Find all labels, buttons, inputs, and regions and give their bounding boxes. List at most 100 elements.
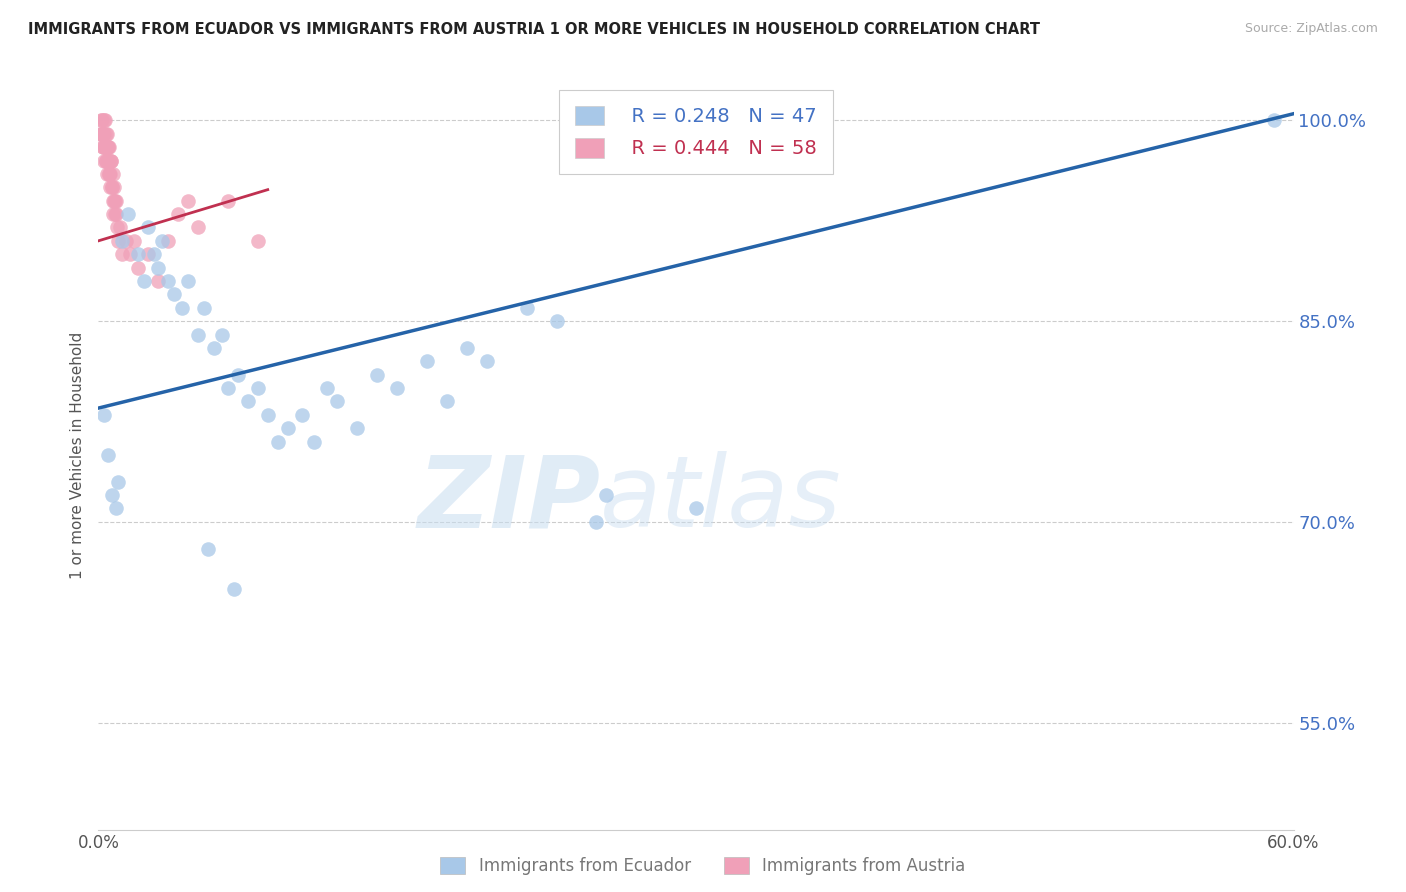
Point — [277, 421, 299, 435]
Point — [136, 247, 159, 261]
Point — [326, 394, 349, 409]
Point — [98, 167, 122, 181]
Point — [177, 194, 200, 208]
Point — [226, 368, 249, 382]
Point — [96, 167, 118, 181]
Point — [93, 113, 115, 128]
Point — [101, 207, 124, 221]
Point — [97, 140, 120, 154]
Point — [115, 234, 138, 248]
Point — [91, 127, 114, 141]
Point — [585, 515, 607, 529]
Point — [236, 394, 259, 409]
Point — [516, 301, 538, 315]
Point — [1263, 113, 1285, 128]
Point — [187, 220, 209, 235]
Point — [291, 408, 314, 422]
Text: ZIP: ZIP — [418, 451, 600, 549]
Point — [93, 140, 115, 154]
Point — [211, 327, 233, 342]
Point — [94, 153, 117, 168]
Text: Source: ZipAtlas.com: Source: ZipAtlas.com — [1244, 22, 1378, 36]
Y-axis label: 1 or more Vehicles in Household: 1 or more Vehicles in Household — [69, 331, 84, 579]
Point — [107, 475, 129, 489]
Point — [256, 408, 278, 422]
Point — [98, 167, 121, 181]
Point — [97, 140, 120, 154]
Point — [105, 501, 128, 516]
Point — [416, 354, 439, 368]
Point — [100, 180, 122, 194]
Point — [385, 381, 409, 395]
Point — [595, 488, 617, 502]
Point — [157, 274, 180, 288]
Point — [103, 180, 125, 194]
Point — [127, 247, 149, 261]
Point — [167, 207, 190, 221]
Point — [246, 381, 269, 395]
Point — [163, 287, 186, 301]
Point — [107, 234, 129, 248]
Point — [94, 140, 117, 154]
Point — [105, 220, 128, 235]
Point — [246, 234, 269, 248]
Point — [197, 541, 219, 556]
Point — [104, 194, 127, 208]
Point — [157, 234, 180, 248]
Point — [94, 113, 117, 128]
Point — [316, 381, 339, 395]
Point — [124, 234, 146, 248]
Point — [104, 207, 127, 221]
Point — [90, 127, 112, 141]
Point — [94, 140, 117, 154]
Point — [366, 368, 388, 382]
Point — [90, 113, 112, 128]
Point — [136, 220, 159, 235]
Point — [96, 140, 118, 154]
Legend:   R = 0.248   N = 47,   R = 0.444   N = 58: R = 0.248 N = 47, R = 0.444 N = 58 — [560, 90, 832, 174]
Point — [105, 207, 128, 221]
Point — [217, 194, 239, 208]
Point — [100, 153, 122, 168]
Point — [111, 234, 134, 248]
Point — [96, 153, 118, 168]
Point — [346, 421, 368, 435]
Point — [456, 341, 478, 355]
Point — [202, 341, 225, 355]
Point — [143, 247, 166, 261]
Point — [172, 301, 194, 315]
Point — [98, 167, 121, 181]
Point — [91, 140, 114, 154]
Point — [93, 153, 115, 168]
Point — [103, 194, 125, 208]
Point — [101, 180, 124, 194]
Point — [101, 488, 124, 502]
Point — [302, 434, 325, 449]
Point — [546, 314, 568, 328]
Point — [117, 207, 139, 221]
Point — [97, 140, 120, 154]
Point — [98, 180, 121, 194]
Point — [93, 408, 115, 422]
Point — [150, 234, 173, 248]
Point — [103, 194, 125, 208]
Point — [94, 127, 117, 141]
Point — [91, 127, 114, 141]
Point — [475, 354, 498, 368]
Legend: Immigrants from Ecuador, Immigrants from Austria: Immigrants from Ecuador, Immigrants from… — [432, 849, 974, 884]
Point — [104, 194, 127, 208]
Point — [101, 167, 124, 181]
Point — [193, 301, 215, 315]
Point — [97, 153, 120, 168]
Point — [217, 381, 239, 395]
Point — [127, 260, 149, 275]
Point — [120, 247, 142, 261]
Point — [222, 582, 245, 596]
Point — [148, 274, 170, 288]
Point — [96, 127, 118, 141]
Point — [436, 394, 458, 409]
Point — [148, 260, 170, 275]
Point — [98, 153, 121, 168]
Point — [111, 247, 134, 261]
Text: atlas: atlas — [600, 451, 842, 549]
